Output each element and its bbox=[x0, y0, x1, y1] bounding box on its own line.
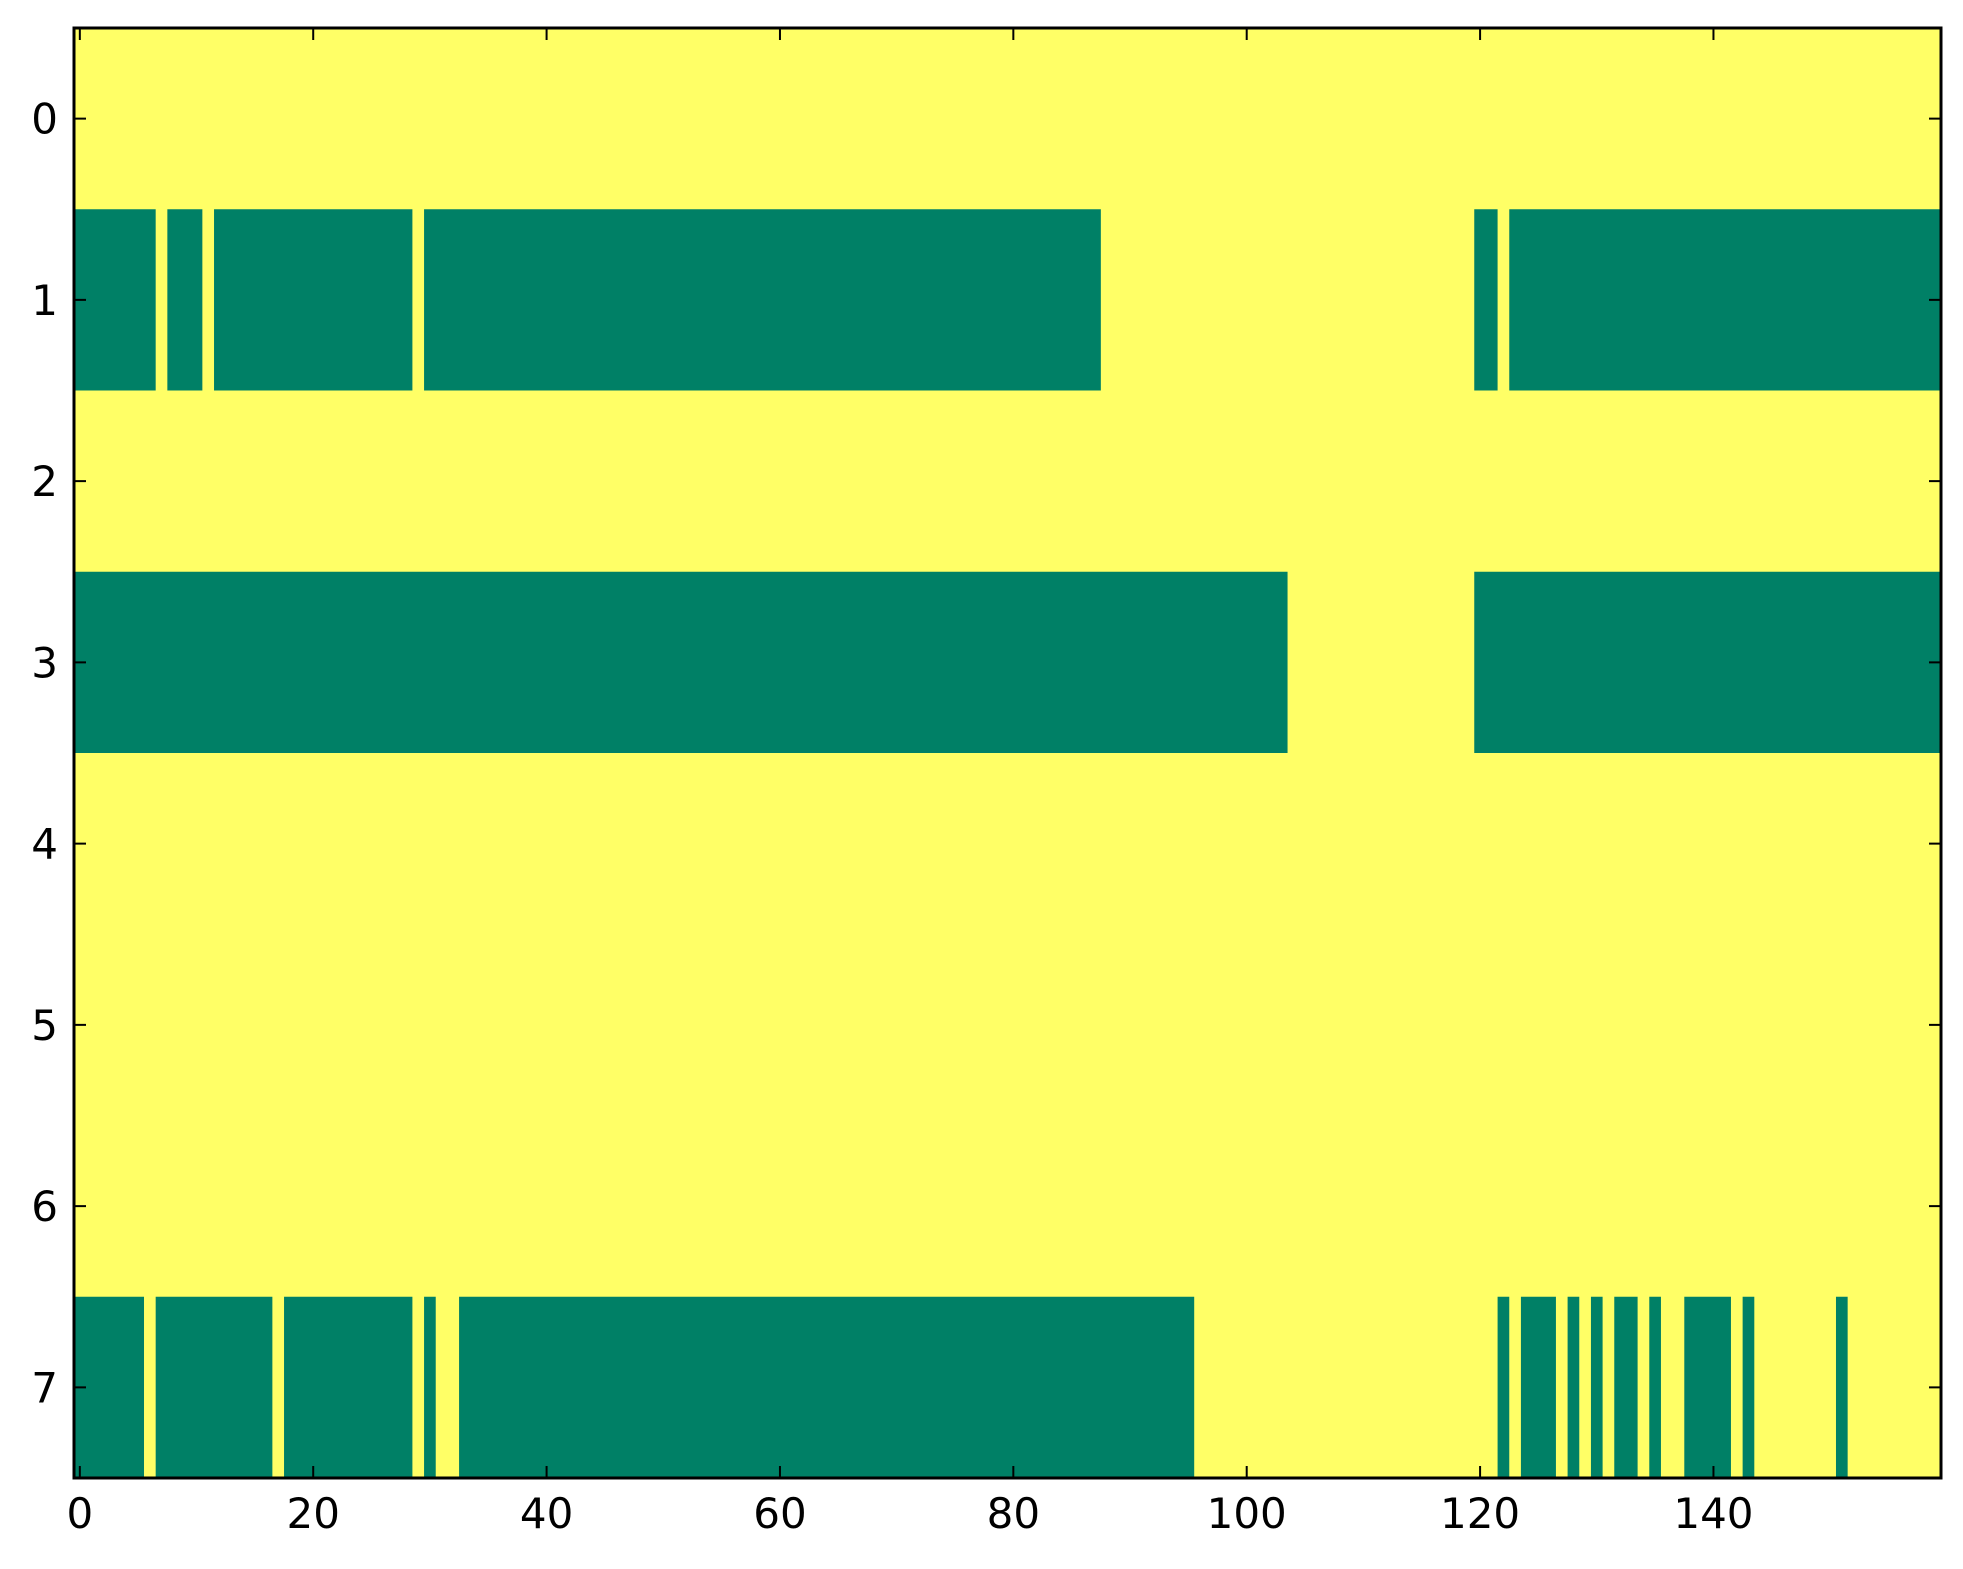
y-tick-label-2: 2 bbox=[31, 457, 58, 506]
x-tick-label-100: 100 bbox=[1207, 1489, 1287, 1538]
heatmap-segment-row-1-2 bbox=[214, 209, 413, 391]
heatmap-segment-row-7-3 bbox=[424, 1296, 436, 1478]
axis-ticks bbox=[74, 28, 1941, 1478]
y-axis: 0 1 2 3 4 5 6 7 bbox=[31, 95, 58, 1413]
heatmap-segment-row-7-7 bbox=[1567, 1296, 1580, 1478]
x-tick-label-120: 120 bbox=[1440, 1489, 1520, 1538]
heatmap-segment-row-1-4 bbox=[1474, 209, 1498, 391]
heatmap-segment-row-7-13 bbox=[1835, 1296, 1848, 1478]
heatmap-segment-row-7-8 bbox=[1590, 1296, 1603, 1478]
y-tick-label-7: 7 bbox=[31, 1363, 58, 1412]
heatmap-segment-row-7-11 bbox=[1684, 1296, 1731, 1478]
heatmap-segment-row-7-1 bbox=[155, 1296, 273, 1478]
heatmap-segment-row-7-2 bbox=[284, 1296, 413, 1478]
heatmap-segment-row-3-0 bbox=[74, 571, 1288, 753]
heatmap-segment-row-1-5 bbox=[1509, 209, 1941, 391]
x-axis: 0 20 40 60 80 100 120 140 bbox=[66, 1489, 1753, 1538]
x-tick-label-20: 20 bbox=[286, 1489, 339, 1538]
heatmap-segment-row-7-12 bbox=[1742, 1296, 1755, 1478]
y-tick-label-1: 1 bbox=[31, 276, 58, 325]
heatmap-segment-row-7-9 bbox=[1614, 1296, 1638, 1478]
y-tick-label-6: 6 bbox=[31, 1182, 58, 1231]
heatmap-cells bbox=[74, 209, 1941, 1478]
y-tick-label-5: 5 bbox=[31, 1001, 58, 1050]
y-tick-label-4: 4 bbox=[31, 820, 58, 869]
heatmap-segment-row-1-0 bbox=[74, 209, 156, 391]
heatmap-segment-row-3-1 bbox=[1474, 571, 1941, 753]
heatmap-segment-row-7-4 bbox=[459, 1296, 1195, 1478]
x-tick-label-80: 80 bbox=[987, 1489, 1040, 1538]
heatmap-segment-row-1-1 bbox=[167, 209, 203, 391]
x-tick-label-140: 140 bbox=[1673, 1489, 1753, 1538]
plot-frame bbox=[72, 26, 1943, 1480]
x-tick-label-60: 60 bbox=[753, 1489, 806, 1538]
x-tick-label-0: 0 bbox=[66, 1489, 93, 1538]
heatmap-segment-row-7-10 bbox=[1649, 1296, 1661, 1478]
heatmap-segment-row-7-5 bbox=[1497, 1296, 1510, 1478]
y-tick-label-0: 0 bbox=[31, 95, 58, 144]
heatmap-segment-row-1-3 bbox=[424, 209, 1101, 391]
heatmap-segment-row-7-6 bbox=[1520, 1296, 1556, 1478]
y-tick-label-3: 3 bbox=[31, 638, 58, 687]
x-tick-label-40: 40 bbox=[520, 1489, 573, 1538]
